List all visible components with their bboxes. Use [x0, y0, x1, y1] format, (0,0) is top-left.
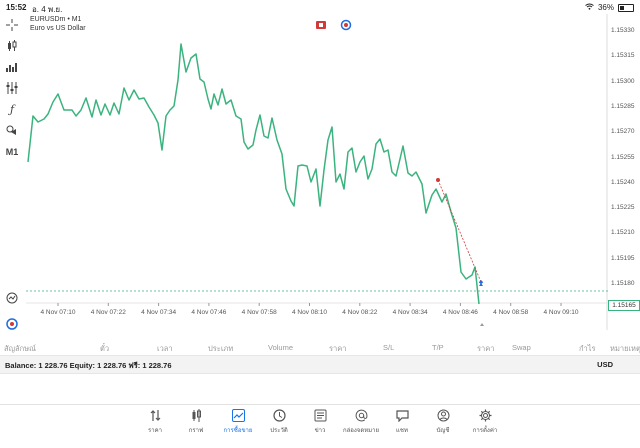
crosshair-icon[interactable]	[3, 17, 21, 33]
settings-sliders-icon[interactable]	[3, 80, 21, 96]
column-header[interactable]: หมายเหตุ	[610, 344, 640, 353]
nav-tab-label: การซื้อขาย	[223, 428, 253, 434]
trade-open-marker	[436, 178, 440, 182]
balance-bar: Balance: 1 228.76 Equity: 1 228.76 ฟรี: …	[0, 355, 640, 374]
price-tick-label: 1.15195	[611, 254, 635, 262]
column-header[interactable]: ราคา	[477, 344, 495, 353]
symbol-title: EURUSDm • M1	[30, 16, 82, 23]
battery-icon	[618, 3, 634, 12]
nav-tab-label: บัญชี	[436, 428, 450, 434]
price-tick-label: 1.15240	[611, 178, 635, 186]
trade-table-header: สัญลักษณ์ ตั๋ว เวลา ประเภท Volume ราคา S/L T/P ร…	[0, 340, 640, 354]
nav-tab-label: ประวัติ	[270, 428, 288, 434]
candles-icon	[176, 409, 216, 423]
balance-text: Balance: 1 228.76 Equity: 1 228.76 ฟรี: …	[5, 361, 172, 370]
price-axis: 1.15330 1.15315 1.15300 1.15285 1.15270 1.152…	[608, 14, 640, 330]
bottom-navigation: ราคา กราฟ การซื้อขาย ประวัติ ข่าว กล่องจดหมาย…	[0, 404, 640, 448]
current-price-value: 1.15165	[612, 302, 636, 309]
timeframe-button[interactable]: M1	[5, 147, 19, 157]
time-tick-label: 4 Nov 08:34	[393, 309, 428, 316]
wifi-icon	[585, 3, 594, 12]
nav-tab-candles[interactable]: กราฟ	[176, 409, 216, 435]
indicators-icon[interactable]	[3, 59, 21, 75]
nav-tab-label: กล่องจดหมาย	[342, 428, 380, 434]
time-tick-label: 4 Nov 07:10	[40, 309, 75, 316]
trade-close-marker	[478, 280, 484, 285]
chart-toolbar: ƒ M1	[0, 14, 24, 334]
trade-chart-icon	[218, 409, 258, 423]
nav-tab-label: กราฟ	[188, 428, 204, 434]
symbol-description: Euro vs US Dollar	[30, 25, 86, 32]
price-tick-label: 1.15315	[611, 52, 635, 60]
time-tick-label: 4 Nov 07:58	[242, 309, 277, 316]
price-tick-label: 1.15285	[611, 102, 635, 110]
price-tick-label: 1.15225	[611, 204, 635, 212]
nav-tab-arrows-updown[interactable]: ราคา	[135, 409, 175, 435]
time-tick-label: 4 Nov 09:10	[543, 309, 578, 316]
function-icon[interactable]: ƒ	[9, 102, 15, 116]
nav-tab-news[interactable]: ข่าว	[300, 409, 340, 435]
period-separator-icon	[480, 323, 484, 326]
current-price-label: 1.15165	[608, 300, 640, 311]
column-header[interactable]: Swap	[512, 343, 531, 352]
nav-tab-label: แชท	[396, 428, 408, 434]
time-axis: 4 Nov 07:10 4 Nov 07:22 4 Nov 07:34 4 Nov 0…	[40, 303, 579, 316]
balance-currency: USD	[597, 360, 613, 369]
trade-path-line	[437, 179, 482, 283]
nav-tab-mailbox[interactable]: กล่องจดหมาย	[341, 409, 381, 435]
settings-icon	[465, 409, 505, 423]
one-click-buy-icon[interactable]	[340, 19, 352, 31]
time-tick-label: 4 Nov 08:22	[342, 309, 377, 316]
column-header[interactable]: ราคา	[329, 344, 347, 353]
trade-panel-icon[interactable]	[3, 316, 21, 332]
price-tick-label: 1.15330	[611, 27, 635, 34]
column-header[interactable]: T/P	[432, 343, 444, 352]
time-tick-label: 4 Nov 08:10	[292, 309, 327, 316]
nav-tab-label: การตั้งค่า	[472, 428, 498, 434]
price-series-line	[27, 43, 480, 305]
price-tick-label: 1.15300	[611, 77, 635, 85]
nav-tab-label: ราคา	[148, 428, 162, 434]
price-tick-label: 1.15210	[611, 229, 635, 237]
nav-tab-history[interactable]: ประวัติ	[259, 409, 299, 435]
one-click-trading-icon[interactable]	[3, 290, 21, 306]
nav-tab-account[interactable]: บัญชี	[423, 409, 463, 435]
column-header[interactable]: สัญลักษณ์	[4, 344, 37, 353]
chart-canvas: 4 Nov 07:10 4 Nov 07:22 4 Nov 07:34 4 Nov 0…	[26, 14, 608, 330]
time-tick-label: 4 Nov 07:46	[191, 309, 226, 316]
price-tick-label: 1.15180	[611, 280, 635, 287]
time-tick-label: 4 Nov 07:34	[141, 309, 176, 316]
price-tick-label: 1.15255	[611, 153, 635, 161]
chart-type-candles-icon[interactable]	[3, 38, 21, 54]
status-bar: 15:52 อ. 4 พ.ย. 36%	[0, 0, 640, 14]
column-header[interactable]: กำไร	[579, 344, 596, 353]
time-tick-label: 4 Nov 08:46	[443, 309, 478, 316]
nav-tab-settings[interactable]: การตั้งค่า	[465, 409, 505, 435]
nav-tab-chat[interactable]: แชท	[382, 409, 422, 435]
objects-icon[interactable]	[3, 122, 21, 138]
time-tick-label: 4 Nov 08:58	[493, 309, 528, 316]
account-icon	[423, 409, 463, 423]
column-header[interactable]: เวลา	[157, 344, 173, 353]
status-date: อ. 4 พ.ย.	[32, 5, 63, 14]
mailbox-icon	[341, 409, 381, 423]
column-header[interactable]: ตั๋ว	[100, 344, 110, 353]
arrows-updown-icon	[135, 409, 175, 423]
nav-tab-label: ข่าว	[314, 428, 326, 434]
battery-percent: 36%	[597, 3, 614, 12]
nav-tab-trade-chart[interactable]: การซื้อขาย	[218, 409, 258, 435]
column-header[interactable]: S/L	[383, 343, 395, 352]
one-click-sell-icon[interactable]	[316, 21, 326, 29]
column-header[interactable]: Volume	[268, 343, 294, 352]
column-header[interactable]: ประเภท	[208, 344, 234, 353]
chat-icon	[382, 409, 422, 423]
history-icon	[259, 409, 299, 423]
news-icon	[300, 409, 340, 423]
status-time: 15:52	[6, 3, 27, 12]
price-tick-label: 1.15270	[611, 128, 635, 136]
time-tick-label: 4 Nov 07:22	[91, 309, 126, 316]
price-chart[interactable]: EURUSDm • M1 Euro vs US Dollar 4 Nov 07:…	[26, 14, 608, 330]
